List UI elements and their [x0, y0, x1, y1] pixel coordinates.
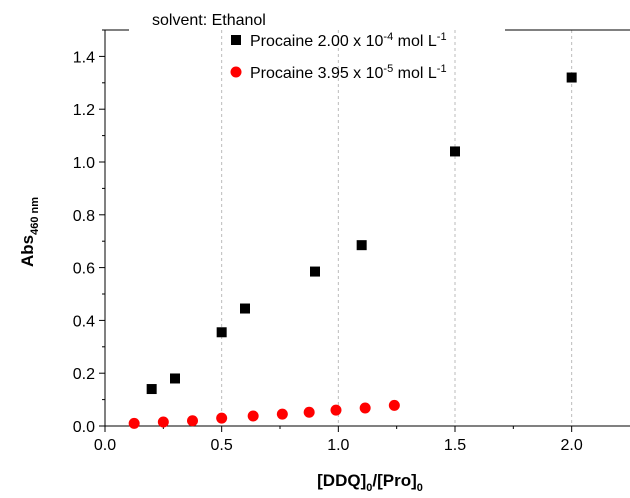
y-axis-title: Abs460 nm: [18, 197, 41, 267]
data-point-series-2: [157, 416, 169, 428]
y-tick-label: 0.2: [73, 366, 95, 383]
x-tick-label: 0.5: [211, 437, 233, 454]
x-tick-label: 2.0: [561, 437, 583, 454]
data-point-series-2: [187, 415, 198, 427]
legend: solvent: Ethanol Procaine 2.00 x 10-4 mo…: [152, 12, 447, 82]
x-tick-label: 1.5: [444, 437, 466, 454]
data-point-series-1: [310, 266, 320, 277]
data-point-series-1: [170, 373, 180, 384]
data-point-series-1: [216, 327, 227, 338]
y-tick-label: 0.0: [73, 419, 95, 436]
solvent-annotation: solvent: Ethanol: [152, 12, 266, 29]
data-point-series-2: [276, 408, 288, 420]
y-tick-label: 1.4: [73, 49, 95, 66]
data-point-series-2: [359, 402, 371, 414]
data-point-series-2: [247, 410, 259, 422]
data-point-series-2: [303, 406, 315, 418]
legend-label-series-2: Procaine 3.95 x 10-5 mol L-1: [250, 63, 447, 82]
data-point-series-2: [388, 399, 400, 411]
axis-ticks: 0.0 0.5 1.0 1.5 2.0 0.0 0.2 0.4 0.6 0.8 1.0 1.2 1.4: [73, 29, 583, 454]
data-point-series-1: [240, 303, 250, 314]
data-point-series-2: [330, 404, 342, 416]
y-tick-label: 0.6: [73, 261, 95, 278]
grid-lines: [221, 30, 573, 426]
x-tick-label: 0.0: [94, 437, 116, 454]
x-tick-label: 1.0: [327, 437, 349, 454]
legend-label-series-1: Procaine 2.00 x 10-4 mol L-1: [250, 31, 447, 50]
data-point-series-1: [356, 240, 367, 251]
y-tick-label: 1.0: [73, 155, 95, 172]
axes: [104, 29, 630, 427]
data-marks: [128, 72, 577, 429]
data-point-series-2: [128, 417, 140, 429]
y-tick-label: 1.2: [73, 102, 95, 119]
data-point-series-1: [146, 384, 157, 395]
y-tick-label: 0.8: [73, 208, 95, 225]
legend-marker-square: [231, 35, 241, 45]
x-axis-title: [DDQ]0/[Pro]0: [317, 471, 423, 494]
data-point-series-1: [450, 146, 460, 157]
y-tick-label: 0.4: [73, 313, 95, 330]
legend-marker-circle: [230, 66, 242, 78]
data-point-series-1: [566, 72, 577, 83]
data-point-series-2: [216, 412, 228, 424]
